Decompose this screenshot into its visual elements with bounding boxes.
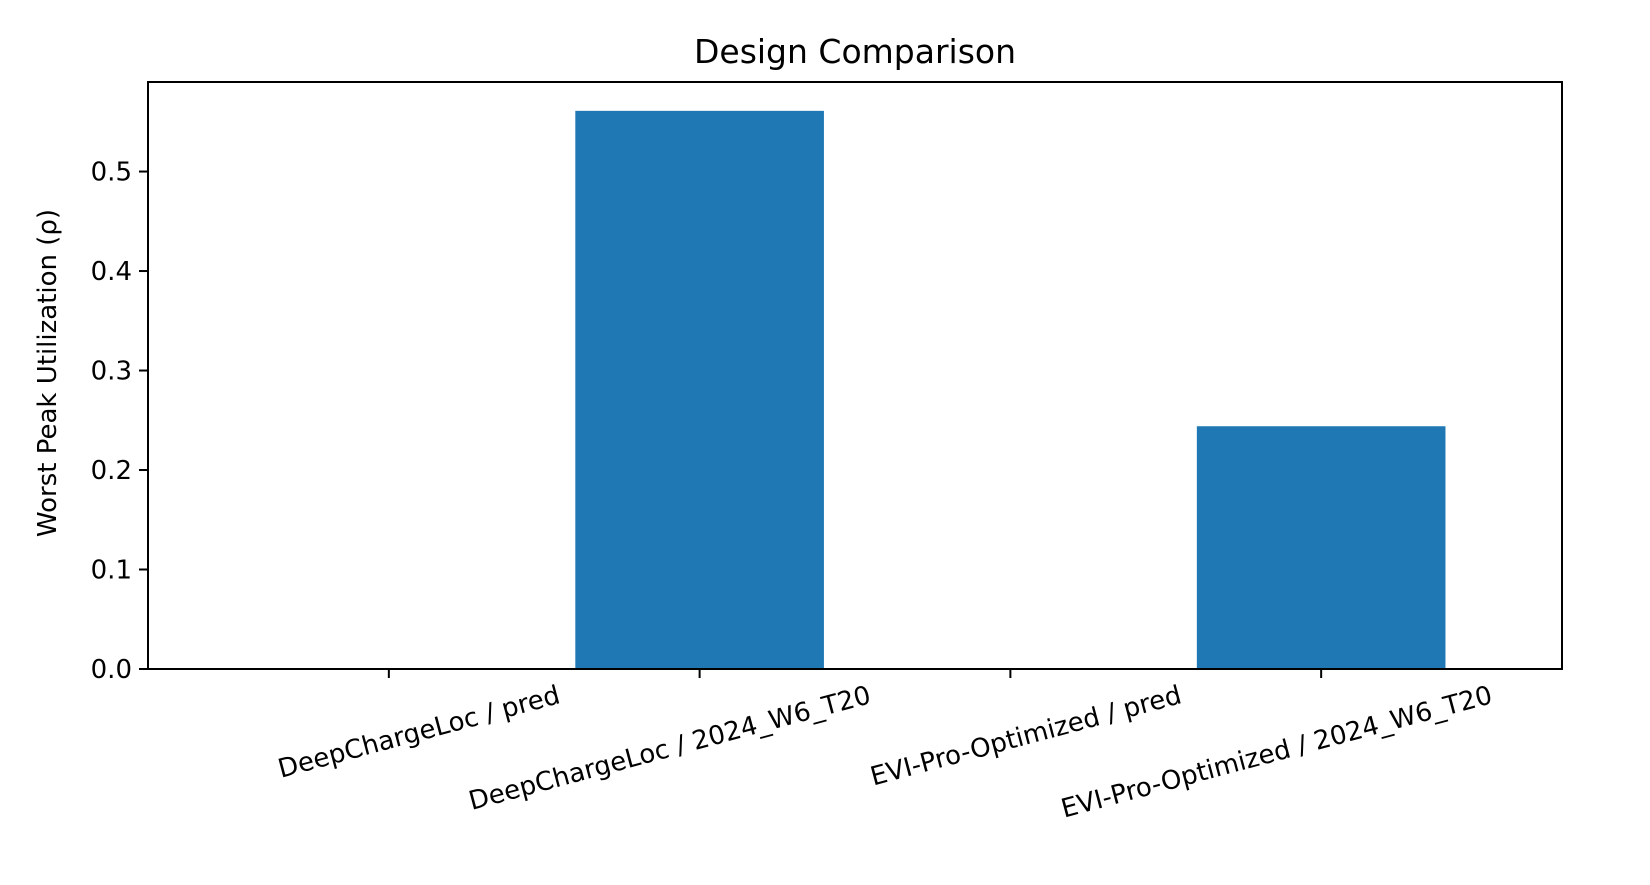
chart-title: Design Comparison (694, 32, 1016, 71)
plot-frame (147, 81, 1563, 670)
bar (575, 110, 824, 669)
y-axis-label: Worst Peak Utilization (ρ) (33, 209, 63, 537)
y-tick-label: 0.4 (91, 257, 132, 287)
bars-layer (575, 110, 1446, 669)
x-tick-label: DeepChargeLoc / pred (275, 680, 563, 784)
y-tick-label: 0.5 (91, 158, 132, 188)
y-tick-label: 0.0 (91, 655, 132, 685)
y-tick-label: 0.2 (91, 456, 132, 486)
bar (1196, 426, 1446, 669)
y-tick-label: 0.3 (91, 357, 132, 387)
y-tick-label: 0.1 (91, 556, 132, 586)
y-axis: 0.0 0.1 0.2 0.3 0.4 0.5 (91, 158, 148, 685)
